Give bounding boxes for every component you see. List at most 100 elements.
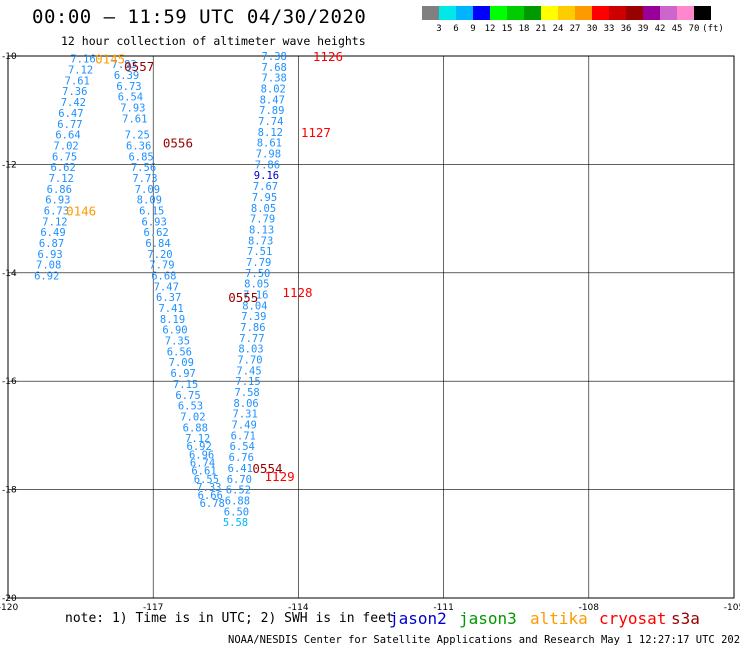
- legend-swatch: [490, 6, 507, 20]
- wave-height-label: 8.02: [261, 84, 286, 96]
- legend-swatch: [694, 6, 711, 20]
- wave-height-label: 6.52: [226, 485, 251, 497]
- satellite-name-cryosat: cryosat: [599, 609, 667, 628]
- wave-height-label: 7.12: [68, 65, 93, 77]
- wave-height-label: 6.92: [187, 441, 212, 453]
- legend-label: 45: [671, 24, 683, 34]
- wave-height-label: 6.55: [194, 474, 219, 486]
- wave-height-label: 6.76: [229, 452, 254, 464]
- legend-swatch: [660, 6, 677, 20]
- wave-height-label: 6.73: [116, 81, 141, 93]
- wave-height-label: 8.05: [251, 203, 276, 215]
- wave-height-label: 6.47: [58, 108, 83, 120]
- wave-height-label: 7.09: [169, 357, 194, 369]
- wave-height-label: 7.12: [49, 173, 74, 185]
- legend-label: 12: [484, 24, 496, 34]
- y-tick-label: -18: [2, 486, 17, 496]
- wave-height-label: 7.79: [149, 260, 174, 272]
- wave-height-label: 7.61: [65, 75, 90, 87]
- wave-height-label: 8.09: [137, 195, 162, 207]
- wave-height-label: 7.16: [243, 289, 268, 301]
- legend-swatch: [558, 6, 575, 20]
- legend-swatch: [609, 6, 626, 20]
- wave-height-label: 6.86: [47, 184, 72, 196]
- legend-swatch: [626, 6, 643, 20]
- legend-label: 21: [535, 24, 547, 34]
- legend-swatch: [456, 6, 473, 20]
- wave-height-label: 6.85: [128, 151, 153, 163]
- wave-height-label: 7.61: [122, 113, 147, 125]
- wave-height-label: 7.68: [262, 62, 287, 74]
- wave-height-label: 6.62: [51, 162, 76, 174]
- wave-height-label: 6.78: [200, 498, 225, 510]
- wave-height-label: 7.15: [235, 376, 260, 388]
- wave-height-label: 6.41: [228, 463, 253, 475]
- wave-height-label: 7.49: [232, 420, 257, 432]
- wave-height-label: 6.97: [171, 368, 196, 380]
- x-tick-label: -117: [143, 603, 163, 613]
- y-tick-label: -20: [2, 594, 17, 604]
- legend-swatch: [677, 6, 694, 20]
- wave-height-label: 7.95: [252, 192, 277, 204]
- wave-height-label: 7.36: [62, 86, 87, 98]
- wave-height-label: 7.86: [240, 322, 265, 334]
- wave-height-label: 7.77: [239, 333, 264, 345]
- wave-height-label: 6.75: [52, 151, 77, 163]
- time-label: 0556: [163, 136, 193, 151]
- wave-height-label: 6.54: [118, 92, 143, 104]
- legend-swatch: [422, 6, 439, 20]
- x-tick-label: -111: [433, 603, 453, 613]
- y-tick-label: -16: [2, 377, 17, 387]
- page-subtitle: 12 hour collection of altimeter wave hei…: [61, 34, 366, 48]
- wave-height-label: 6.53: [178, 401, 203, 413]
- wave-height-label: 6.87: [39, 238, 64, 250]
- wave-height-label: 7.38: [262, 51, 287, 63]
- wave-height-label: 7.79: [246, 257, 271, 269]
- legend-label: 27: [569, 24, 581, 34]
- wave-height-label: 6.66: [198, 490, 223, 502]
- legend-label: 3: [436, 24, 442, 34]
- wave-height-label: 6.15: [139, 205, 164, 217]
- legend-label: 70: [688, 24, 700, 34]
- x-tick-label: -120: [0, 603, 18, 613]
- wave-height-label: 7.31: [233, 409, 258, 421]
- legend-swatch: [575, 6, 592, 20]
- wave-height-label: 6.70: [227, 474, 252, 486]
- time-label: 1129: [265, 469, 295, 484]
- legend-label: 42: [654, 24, 666, 34]
- time-label: 1127: [301, 125, 331, 140]
- wave-height-label: 7.39: [241, 311, 266, 323]
- wave-height-label: 6.75: [175, 390, 200, 402]
- legend-label: 33: [603, 24, 615, 34]
- footer-note: note: 1) Time is in UTC; 2) SWH is in fe…: [65, 611, 394, 626]
- legend-label: 18: [518, 24, 530, 34]
- wave-height-label: 7.41: [158, 303, 183, 315]
- legend-label: 15: [501, 24, 513, 34]
- wave-height-label: 8.03: [238, 344, 263, 356]
- wave-height-label: 6.49: [40, 227, 65, 239]
- wave-height-label: 6.93: [37, 249, 62, 261]
- wave-height-label: 7.02: [53, 140, 78, 152]
- x-tick-label: -108: [579, 603, 600, 613]
- credit-line: NOAA/NESDIS Center for Satellite Applica…: [228, 634, 740, 646]
- legend-unit: (ft): [702, 24, 724, 34]
- wave-height-label: 8.61: [257, 138, 282, 150]
- wave-height-label: 8.73: [248, 235, 273, 247]
- wave-height-label: 9.16: [254, 170, 279, 182]
- legend-swatch: [524, 6, 541, 20]
- wave-height-label: 7.16: [70, 54, 95, 66]
- wave-height-label: 7.51: [247, 246, 272, 258]
- legend-label: 39: [637, 24, 649, 34]
- wave-height-label: 7.89: [259, 105, 284, 117]
- satellite-name-s3a: s3a: [671, 609, 700, 628]
- wave-height-label: 6.71: [231, 430, 256, 442]
- legend-swatch: [592, 6, 609, 20]
- wave-height-label: 7.67: [253, 181, 278, 193]
- wave-height-label: 6.50: [224, 506, 249, 518]
- legend-swatch: [541, 6, 558, 20]
- wave-height-label: 6.56: [167, 346, 192, 358]
- wave-height-label: 7.12: [185, 433, 210, 445]
- wave-height-label: 7.70: [237, 355, 262, 367]
- time-label: 0557: [124, 59, 154, 74]
